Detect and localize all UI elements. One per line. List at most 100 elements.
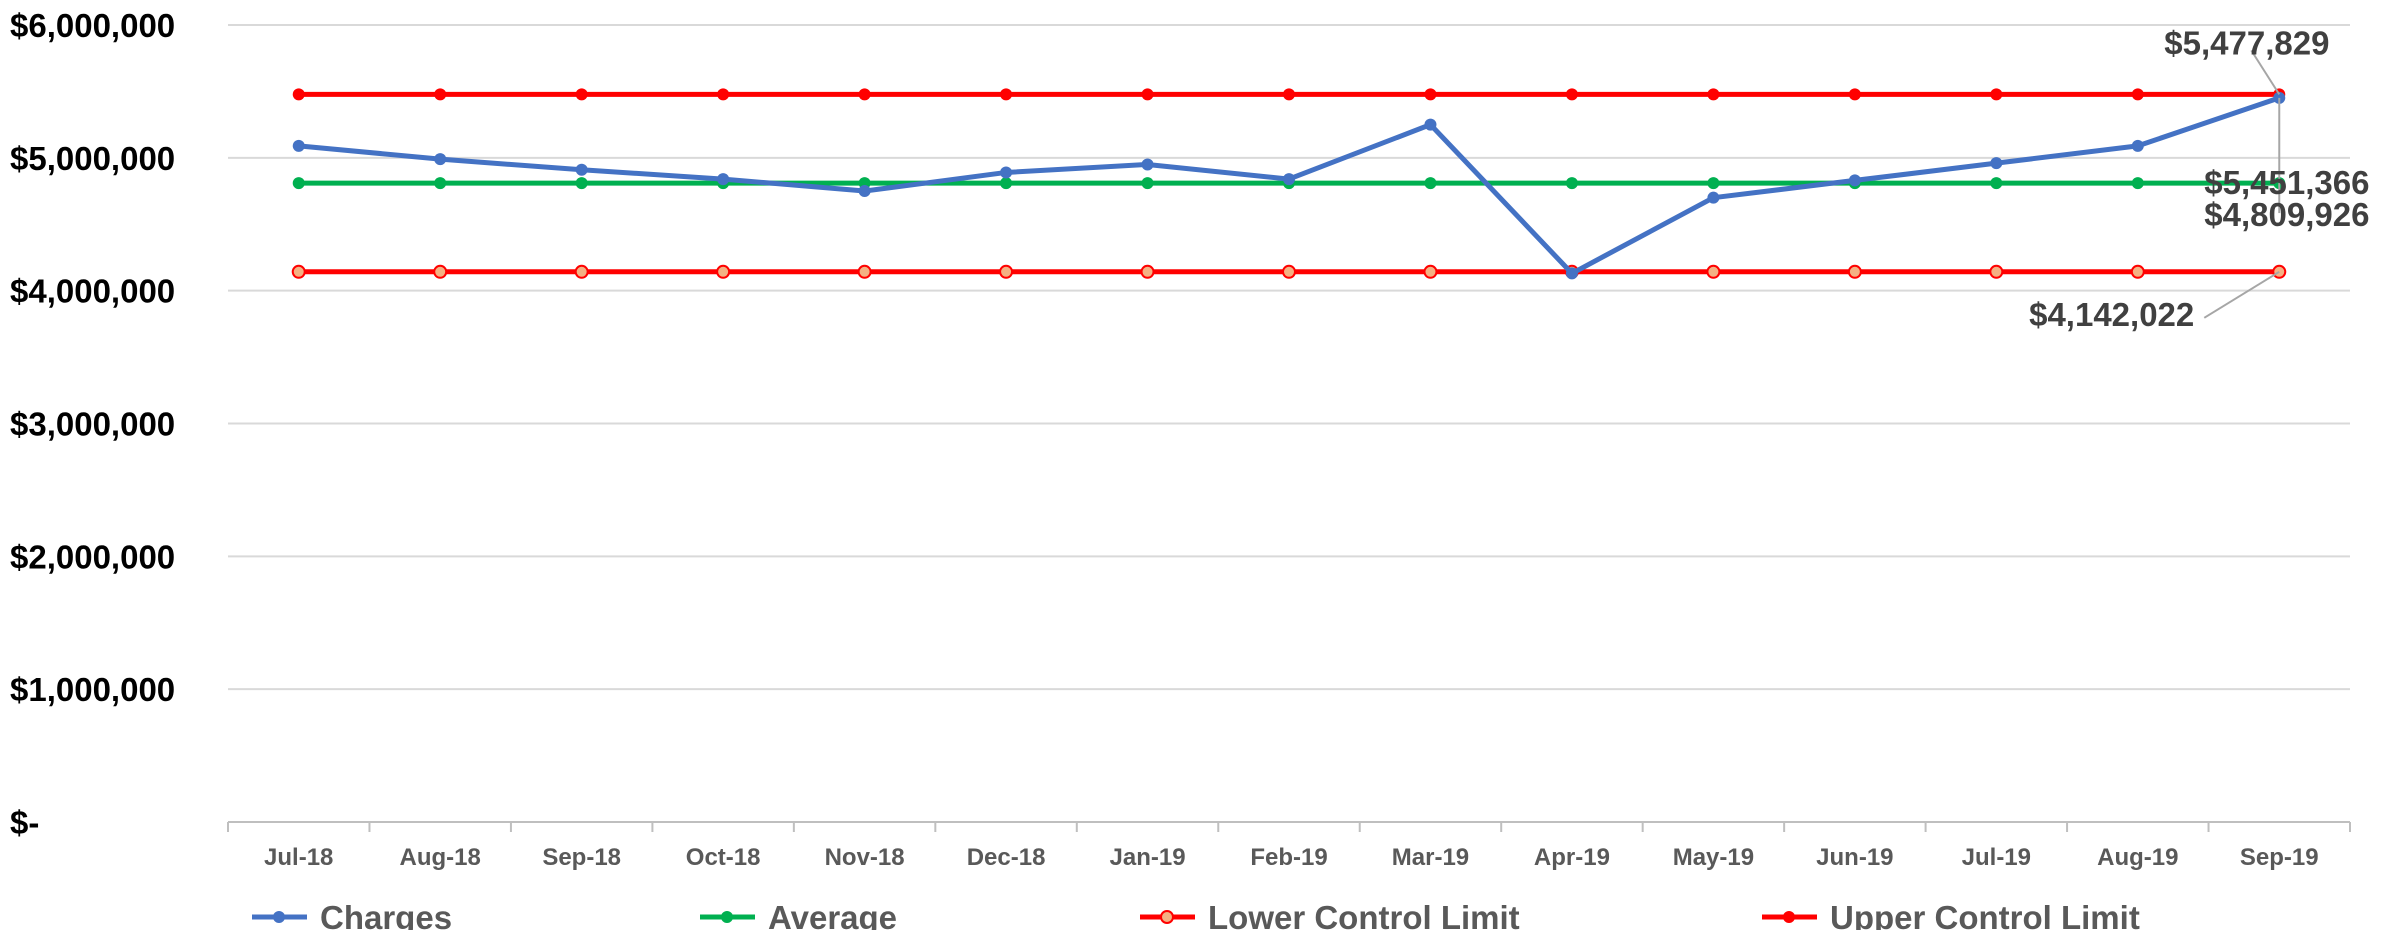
y-tick-label: $6,000,000 bbox=[10, 7, 175, 44]
data-point-upper-control-limit bbox=[1424, 88, 1437, 101]
data-point-upper-control-limit bbox=[1141, 88, 1154, 101]
data-point-upper-control-limit bbox=[1848, 88, 1861, 101]
data-point-upper-control-limit bbox=[292, 88, 305, 101]
data-point-charges bbox=[575, 163, 588, 176]
data-point-lower-control-limit bbox=[291, 264, 306, 279]
series-group bbox=[291, 88, 2287, 280]
x-tick-label: Jan-19 bbox=[1110, 844, 1186, 871]
data-point-charges bbox=[1707, 191, 1720, 204]
data-point-lower-control-limit bbox=[2130, 264, 2145, 279]
data-point-charges bbox=[434, 153, 447, 166]
x-axis: Jul-18 Aug-18 Sep-18 Oct-18 Nov-18 Dec-18 Jan-… bbox=[227, 822, 2351, 871]
legend-label: Upper Control Limit bbox=[1830, 899, 2140, 930]
data-point-charges bbox=[858, 185, 871, 198]
data-point-average bbox=[575, 177, 588, 190]
data-point-charges bbox=[1424, 118, 1437, 131]
x-tick-label: May-19 bbox=[1673, 844, 1754, 871]
data-point-lower-control-limit bbox=[1282, 264, 1296, 279]
data-point-lower-control-limit bbox=[433, 264, 448, 279]
legend-swatch-marker bbox=[1160, 910, 1174, 924]
data-point-lower-control-limit bbox=[999, 264, 1014, 279]
x-tick-label: Jul-19 bbox=[1962, 844, 2031, 871]
data-point-upper-control-limit bbox=[717, 88, 730, 101]
x-tick-label: Aug-18 bbox=[400, 844, 481, 871]
legend-swatch-marker bbox=[273, 911, 285, 923]
leader-line bbox=[2203, 270, 2280, 319]
data-point-upper-control-limit bbox=[1565, 88, 1578, 101]
y-axis: $- $1,000,000 $2,000,000 $3,000,000 $4,000,0… bbox=[10, 7, 175, 841]
data-point-average bbox=[1565, 177, 1578, 190]
data-point-lower-control-limit bbox=[1423, 264, 1438, 279]
data-point-charges bbox=[717, 173, 730, 186]
data-label: $4,809,926 bbox=[2204, 196, 2369, 233]
data-point-lower-control-limit bbox=[574, 264, 589, 279]
y-tick-label: $1,000,000 bbox=[10, 671, 175, 708]
y-tick-label: $- bbox=[10, 804, 39, 841]
x-tick-label: Aug-19 bbox=[2097, 844, 2178, 871]
data-point-average bbox=[2131, 177, 2144, 190]
x-tick-label: Jul-18 bbox=[264, 844, 333, 871]
data-point-average bbox=[1424, 177, 1437, 190]
data-label: $5,451,366 bbox=[2204, 164, 2369, 201]
y-tick-label: $3,000,000 bbox=[10, 406, 175, 443]
legend-swatch-marker bbox=[1783, 911, 1795, 923]
legend-item-average: Average bbox=[700, 899, 897, 935]
data-point-upper-control-limit bbox=[575, 88, 588, 101]
data-point-upper-control-limit bbox=[2131, 88, 2144, 101]
legend-item-lower-control-limit: Lower Control Limit bbox=[1140, 899, 1520, 935]
data-point-average bbox=[434, 177, 447, 190]
data-point-charges bbox=[2131, 139, 2144, 152]
legend-item-charges: Charges bbox=[252, 899, 452, 935]
legend-label: Lower Control Limit bbox=[1208, 899, 1520, 930]
legend-item-upper-control-limit: Upper Control Limit bbox=[1762, 899, 2140, 935]
x-tick-label: Sep-19 bbox=[2240, 844, 2319, 871]
legend-label: Charges bbox=[320, 899, 452, 930]
data-point-lower-control-limit bbox=[1989, 264, 2004, 279]
data-point-charges bbox=[1565, 267, 1578, 280]
data-label: $5,477,829 bbox=[2164, 24, 2329, 61]
data-point-upper-control-limit bbox=[1990, 88, 2003, 101]
legend-swatch-marker bbox=[721, 911, 733, 923]
data-point-charges bbox=[1283, 173, 1295, 186]
data-point-charges bbox=[1848, 174, 1861, 187]
series-lower-control-limit bbox=[291, 264, 2287, 279]
data-point-average bbox=[292, 177, 305, 190]
data-point-average bbox=[1141, 177, 1154, 190]
data-point-charges bbox=[1990, 157, 2003, 170]
x-tick-label: Mar-19 bbox=[1392, 844, 1469, 871]
x-tick-label: Jun-19 bbox=[1816, 844, 1893, 871]
data-point-average bbox=[1707, 177, 1720, 190]
data-point-charges bbox=[1141, 158, 1154, 171]
data-point-lower-control-limit bbox=[716, 264, 731, 279]
x-tick-label: Sep-18 bbox=[542, 844, 621, 871]
y-tick-label: $2,000,000 bbox=[10, 538, 175, 575]
data-point-upper-control-limit bbox=[1707, 88, 1720, 101]
data-point-average bbox=[1000, 177, 1013, 190]
y-tick-label: $4,000,000 bbox=[10, 273, 175, 310]
gridlines bbox=[228, 24, 2350, 823]
y-tick-label: $5,000,000 bbox=[10, 140, 175, 177]
data-point-lower-control-limit bbox=[1706, 264, 1721, 279]
leader-line bbox=[2250, 49, 2281, 95]
data-point-upper-control-limit bbox=[858, 88, 871, 101]
series-charges bbox=[292, 91, 2286, 280]
data-point-upper-control-limit bbox=[1000, 88, 1013, 101]
data-point-upper-control-limit bbox=[1283, 88, 1295, 101]
x-tick-label: Dec-18 bbox=[967, 844, 1046, 871]
x-tick-label: Nov-18 bbox=[825, 844, 905, 871]
data-labels: $5,477,829 $4,809,926$5,451,366 $4,142,022 bbox=[2029, 24, 2369, 332]
series-upper-control-limit bbox=[292, 88, 2286, 101]
data-label: $4,142,022 bbox=[2029, 296, 2194, 333]
data-point-lower-control-limit bbox=[1847, 264, 1862, 279]
data-point-charges bbox=[292, 139, 305, 152]
x-tick-label: Oct-18 bbox=[686, 844, 761, 871]
legend-label: Average bbox=[768, 899, 897, 930]
legend: Charges Average Lower Control Limit Upper C… bbox=[252, 899, 2140, 935]
x-tick-label: Feb-19 bbox=[1250, 844, 1327, 871]
data-point-lower-control-limit bbox=[857, 264, 872, 279]
data-point-upper-control-limit bbox=[434, 88, 447, 101]
x-tick-label: Apr-19 bbox=[1534, 844, 1610, 871]
data-point-lower-control-limit bbox=[1140, 264, 1155, 279]
